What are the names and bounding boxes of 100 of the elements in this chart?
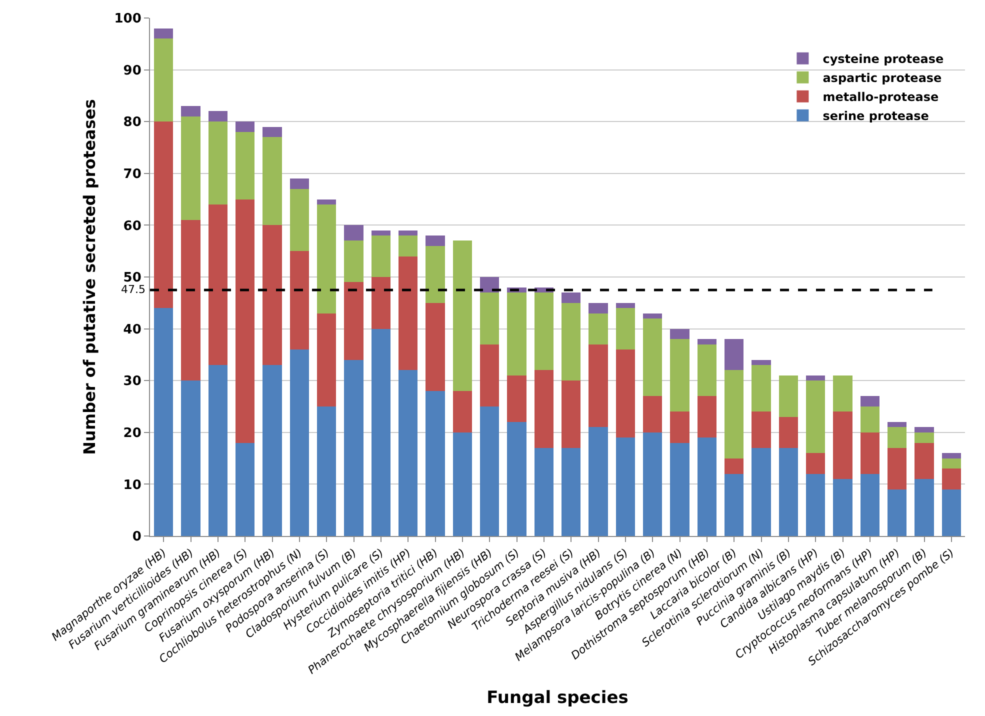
bar <box>724 458 744 474</box>
bar <box>806 474 826 536</box>
bar <box>371 328 390 536</box>
bar <box>588 313 608 344</box>
bar <box>236 122 255 132</box>
y-tick-label: 80 <box>123 115 142 130</box>
bar <box>914 427 934 432</box>
bar <box>534 370 554 448</box>
bar <box>480 292 500 344</box>
bar <box>888 448 907 490</box>
ref-line-label: 47.5 <box>121 283 146 296</box>
bar <box>534 448 554 536</box>
y-tick-label: 30 <box>123 374 142 390</box>
bar <box>697 438 716 536</box>
bar <box>290 188 309 252</box>
bar <box>806 453 826 474</box>
bar <box>290 350 309 536</box>
bar <box>806 380 826 454</box>
bar <box>154 38 174 122</box>
y-tick-label: 10 <box>123 478 142 493</box>
bar <box>562 292 581 303</box>
bar <box>426 236 445 246</box>
bar <box>778 448 798 536</box>
bar <box>262 137 282 226</box>
bar <box>942 468 961 490</box>
bar <box>181 106 200 116</box>
x-axis-title: Fungal species <box>486 688 628 708</box>
bar <box>752 360 771 366</box>
bar <box>426 246 445 303</box>
bar <box>371 236 390 277</box>
bar <box>452 432 472 536</box>
y-axis-title: Number of putative secreted proteases <box>80 99 100 455</box>
bar <box>697 344 716 396</box>
bar <box>833 479 852 536</box>
bar <box>290 178 309 189</box>
bar <box>344 282 364 360</box>
bar <box>588 344 608 428</box>
legend-label: aspartic protease <box>822 71 942 86</box>
bar <box>942 489 961 536</box>
bar <box>833 412 852 480</box>
bar <box>344 360 364 536</box>
bar <box>398 236 418 256</box>
bar <box>344 240 364 282</box>
bar <box>480 406 500 536</box>
bar <box>724 339 744 370</box>
bar <box>371 230 390 236</box>
y-tick-label: 60 <box>123 218 142 234</box>
bar <box>643 432 662 536</box>
bar <box>208 204 228 366</box>
bar <box>452 390 472 432</box>
legend-label: cysteine protease <box>822 52 944 66</box>
bar <box>208 122 228 204</box>
legend-label: serine protease <box>822 109 929 124</box>
bar <box>262 126 282 138</box>
bar <box>317 204 336 314</box>
bar <box>616 302 635 308</box>
bar <box>236 199 255 443</box>
bar <box>290 251 309 350</box>
bar <box>154 308 174 536</box>
bar <box>914 432 934 443</box>
y-tick-label: 20 <box>123 426 142 441</box>
bar <box>697 339 716 344</box>
bar <box>317 199 336 204</box>
bar <box>670 412 690 443</box>
bar <box>507 375 526 422</box>
bar <box>778 416 798 448</box>
bar <box>236 442 255 536</box>
bar <box>398 230 418 236</box>
bar <box>752 365 771 412</box>
bar <box>697 396 716 438</box>
y-tick-label: 0 <box>132 530 142 545</box>
bar <box>208 111 228 122</box>
bar <box>317 313 336 406</box>
bar <box>398 256 418 370</box>
bar <box>752 448 771 536</box>
bar <box>888 422 907 428</box>
bar <box>670 339 690 412</box>
bar <box>480 344 500 406</box>
y-tick-label: 100 <box>114 12 142 27</box>
bar <box>398 370 418 536</box>
bar <box>643 313 662 318</box>
bar <box>371 277 390 329</box>
bar <box>616 438 635 536</box>
bar <box>914 479 934 536</box>
bar <box>317 406 336 536</box>
legend-label: metallo-protease <box>822 90 939 104</box>
y-tick-label: 90 <box>123 63 142 78</box>
bar <box>616 350 635 438</box>
bar <box>942 453 961 458</box>
bar <box>616 308 635 350</box>
bar <box>480 277 500 293</box>
bar <box>344 225 364 241</box>
y-tick-label: 50 <box>123 270 142 286</box>
bar <box>778 375 798 417</box>
y-tick-label: 40 <box>123 322 142 338</box>
bar <box>154 122 174 308</box>
bar <box>181 380 200 536</box>
bar <box>562 302 581 381</box>
bar <box>262 225 282 366</box>
bar <box>507 292 526 376</box>
